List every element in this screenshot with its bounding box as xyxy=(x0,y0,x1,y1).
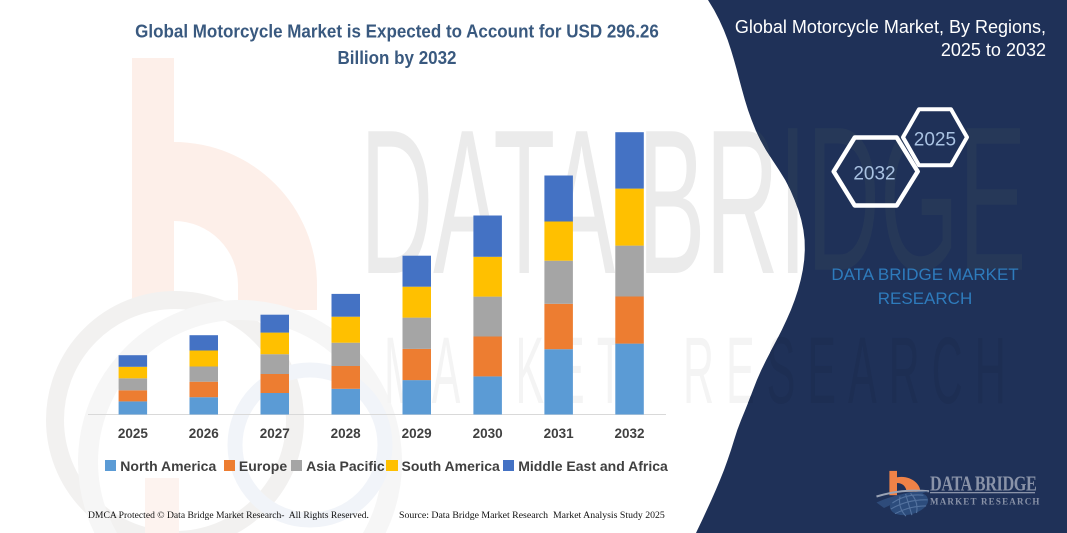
svg-text:2032: 2032 xyxy=(853,164,895,185)
svg-text:2025: 2025 xyxy=(914,129,956,150)
svg-text:MARKET RESEARCH: MARKET RESEARCH xyxy=(930,497,1041,507)
svg-text:DATA BRIDGE: DATA BRIDGE xyxy=(930,473,1036,496)
